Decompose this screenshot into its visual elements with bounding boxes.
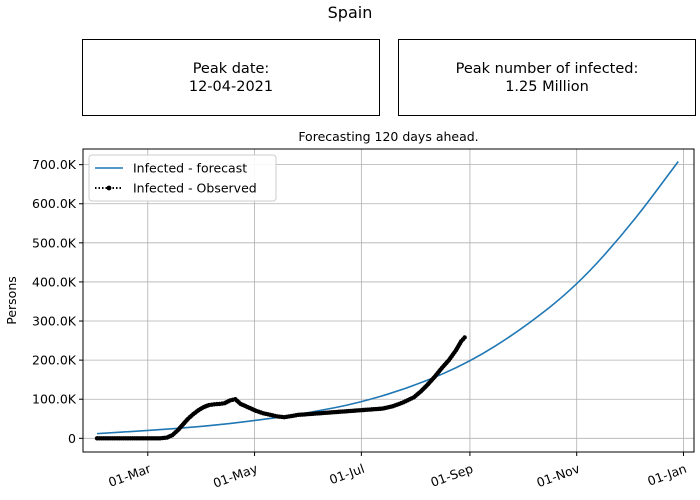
y-tick-label: 300.0K bbox=[32, 314, 77, 329]
y-tick-label: 700.0K bbox=[32, 157, 77, 172]
peak-infected-label: Peak number of infected: bbox=[455, 60, 639, 77]
forecast-line bbox=[96, 161, 679, 435]
x-tick-label: 01-Nov bbox=[534, 461, 582, 491]
y-tick-label: 400.0K bbox=[32, 274, 77, 289]
x-tick-label: 01-May bbox=[211, 461, 260, 491]
y-tick-label: 500.0K bbox=[32, 235, 77, 250]
x-tick-label: 01-Jul bbox=[327, 461, 366, 487]
observed-line bbox=[97, 336, 466, 440]
peak-date-label: Peak date: bbox=[192, 60, 270, 77]
plot-frame bbox=[82, 148, 695, 453]
y-tick-label: 0 bbox=[68, 431, 76, 446]
peak-infected-box: Peak number of infected: 1.25 Million bbox=[398, 39, 696, 116]
y-tick-label: 600.0K bbox=[32, 196, 77, 211]
x-tick-label: 01-Sep bbox=[428, 461, 475, 490]
legend-observed-marker bbox=[106, 185, 112, 191]
y-tick-label: 100.0K bbox=[32, 392, 77, 407]
observed-point bbox=[462, 335, 467, 340]
peak-date-box: Peak date: 12-04-2021 bbox=[82, 39, 380, 116]
x-tick-label: 01-Mar bbox=[106, 460, 153, 489]
legend-forecast-label: Infected - forecast bbox=[133, 161, 247, 176]
legend-observed-label: Infected - Observed bbox=[133, 181, 257, 196]
peak-infected-value: 1.25 Million bbox=[505, 78, 589, 95]
y-tick-label: 200.0K bbox=[32, 353, 77, 368]
figure-title: Spain bbox=[327, 3, 373, 22]
y-axis-label: Persons bbox=[4, 276, 19, 325]
x-tick-label: 01-Jan bbox=[645, 461, 688, 489]
chart-title: Forecasting 120 days ahead. bbox=[298, 129, 478, 144]
peak-date-value: 12-04-2021 bbox=[188, 78, 274, 95]
legend-box bbox=[88, 154, 277, 202]
